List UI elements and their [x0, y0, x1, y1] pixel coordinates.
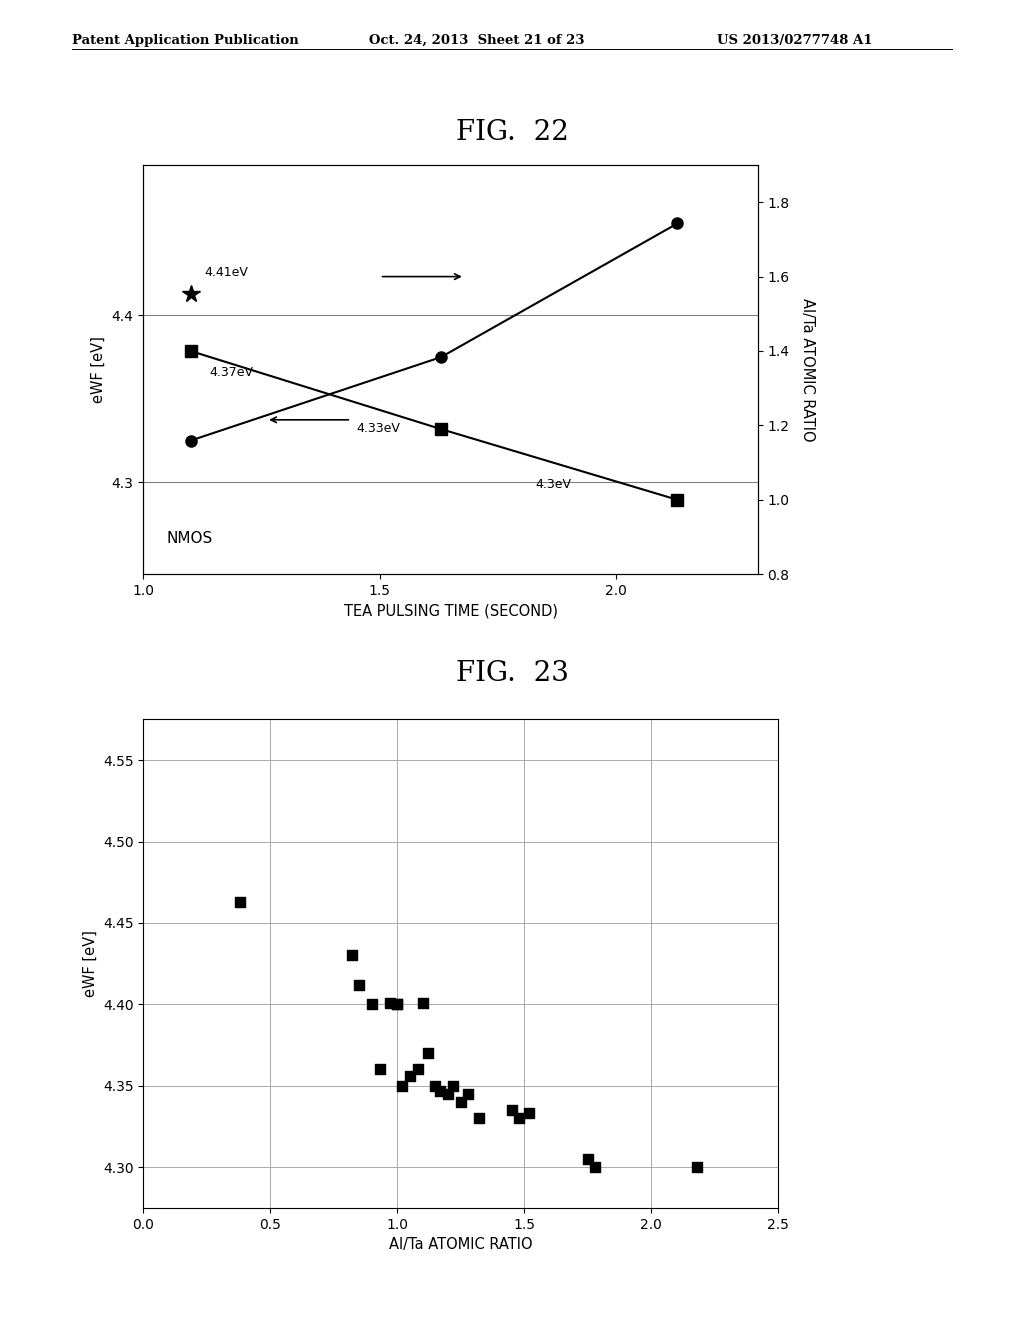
Point: [410, 1059, 426, 1080]
Point: [389, 994, 406, 1015]
Point: [453, 1092, 469, 1113]
Point: [420, 1043, 436, 1064]
X-axis label: TEA PULSING TIME (SECOND): TEA PULSING TIME (SECOND): [344, 603, 557, 619]
Point: [427, 1076, 443, 1097]
Point: [389, 994, 406, 1015]
Point: [372, 1059, 388, 1080]
Text: FIG.  23: FIG. 23: [456, 660, 568, 686]
Point: [580, 1148, 596, 1170]
Point: [415, 993, 431, 1014]
Text: 4.3eV: 4.3eV: [536, 478, 571, 491]
Point: [440, 1084, 457, 1105]
Text: NMOS: NMOS: [167, 531, 213, 545]
Point: [394, 1076, 411, 1097]
Text: 4.33eV: 4.33eV: [356, 422, 400, 436]
Text: Patent Application Publication: Patent Application Publication: [72, 33, 298, 46]
Point: [460, 1084, 476, 1105]
Point: [351, 974, 368, 995]
Point: [401, 1065, 418, 1086]
Point: [445, 1076, 462, 1097]
Text: US 2013/0277748 A1: US 2013/0277748 A1: [717, 33, 872, 46]
Point: [587, 1156, 603, 1177]
Y-axis label: eWF [eV]: eWF [eV]: [91, 337, 106, 403]
Point: [504, 1100, 520, 1121]
Point: [689, 1156, 706, 1177]
Text: 4.37eV: 4.37eV: [210, 366, 254, 379]
Point: [382, 993, 398, 1014]
Point: [364, 994, 380, 1015]
Y-axis label: Al/Ta ATOMIC RATIO: Al/Ta ATOMIC RATIO: [800, 298, 815, 441]
Point: [231, 891, 248, 912]
Text: Oct. 24, 2013  Sheet 21 of 23: Oct. 24, 2013 Sheet 21 of 23: [369, 33, 584, 46]
Point: [343, 945, 359, 966]
Point: [511, 1107, 527, 1129]
Y-axis label: eWF [eV]: eWF [eV]: [83, 931, 97, 997]
Text: FIG.  22: FIG. 22: [456, 119, 568, 145]
Point: [521, 1102, 538, 1123]
Point: [470, 1107, 486, 1129]
Point: [432, 1080, 449, 1101]
Text: 4.41eV: 4.41eV: [205, 265, 249, 279]
X-axis label: Al/Ta ATOMIC RATIO: Al/Ta ATOMIC RATIO: [389, 1237, 532, 1253]
